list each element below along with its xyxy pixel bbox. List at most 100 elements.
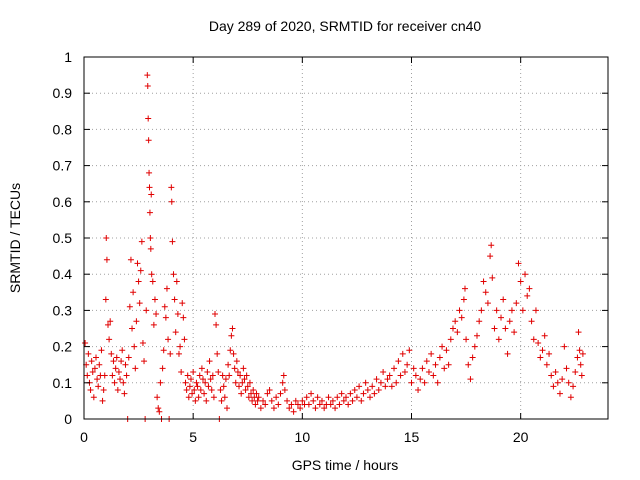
data-point bbox=[417, 376, 424, 383]
data-point bbox=[185, 394, 192, 401]
data-point bbox=[445, 361, 452, 368]
data-point bbox=[303, 394, 310, 401]
y-tick-label: 0.5 bbox=[53, 230, 73, 246]
data-point bbox=[461, 285, 468, 292]
data-point bbox=[114, 387, 121, 394]
y-tick-label: 0.7 bbox=[53, 158, 73, 174]
data-point bbox=[162, 314, 169, 321]
data-point bbox=[174, 311, 181, 318]
data-point bbox=[465, 361, 472, 368]
data-point bbox=[135, 278, 142, 285]
data-point bbox=[119, 347, 126, 354]
data-point bbox=[425, 368, 432, 375]
data-point bbox=[570, 383, 577, 390]
data-point bbox=[373, 376, 380, 383]
data-point bbox=[434, 379, 441, 386]
data-point bbox=[227, 347, 234, 354]
data-point bbox=[148, 191, 155, 198]
data-point bbox=[170, 271, 177, 278]
data-point bbox=[173, 278, 180, 285]
data-point bbox=[454, 329, 461, 336]
data-point bbox=[110, 358, 117, 365]
data-point bbox=[391, 365, 398, 372]
data-point bbox=[432, 361, 439, 368]
data-point bbox=[99, 397, 106, 404]
data-point bbox=[255, 394, 262, 401]
data-point bbox=[215, 368, 222, 375]
data-point bbox=[524, 292, 531, 299]
data-point bbox=[575, 329, 582, 336]
data-point bbox=[471, 343, 478, 350]
data-point bbox=[338, 390, 345, 397]
data-point bbox=[264, 390, 271, 397]
data-point bbox=[244, 383, 251, 390]
data-point bbox=[297, 405, 304, 412]
y-tick-label: 0.4 bbox=[53, 266, 73, 282]
data-point bbox=[106, 336, 113, 343]
data-point bbox=[202, 379, 209, 386]
data-point bbox=[191, 387, 198, 394]
data-point bbox=[336, 401, 343, 408]
data-point bbox=[412, 372, 419, 379]
data-point bbox=[219, 372, 226, 379]
data-point bbox=[130, 289, 137, 296]
data-point bbox=[290, 408, 297, 415]
data-point bbox=[576, 347, 583, 354]
data-point bbox=[305, 401, 312, 408]
data-point bbox=[567, 394, 574, 401]
data-point bbox=[198, 365, 205, 372]
data-point bbox=[482, 289, 489, 296]
data-point bbox=[550, 383, 557, 390]
data-point bbox=[96, 361, 103, 368]
data-point bbox=[146, 184, 153, 191]
data-point bbox=[308, 390, 315, 397]
data-point bbox=[175, 350, 182, 357]
data-point bbox=[360, 390, 367, 397]
data-point bbox=[474, 332, 480, 339]
data-point bbox=[196, 372, 203, 379]
data-point bbox=[122, 361, 129, 368]
data-point bbox=[243, 372, 250, 379]
data-point bbox=[179, 300, 186, 307]
data-point bbox=[332, 405, 339, 412]
data-point bbox=[275, 401, 282, 408]
data-point bbox=[292, 397, 299, 404]
data-point bbox=[526, 285, 533, 292]
data-point bbox=[93, 354, 100, 361]
data-point bbox=[233, 358, 240, 365]
data-point bbox=[118, 358, 125, 365]
data-point bbox=[183, 387, 190, 394]
data-point bbox=[277, 390, 284, 397]
data-point bbox=[203, 397, 210, 404]
data-point bbox=[393, 379, 400, 386]
data-point bbox=[84, 372, 91, 379]
data-point bbox=[351, 387, 358, 394]
data-point bbox=[515, 260, 522, 267]
data-point bbox=[250, 387, 257, 394]
data-point bbox=[325, 394, 332, 401]
data-point bbox=[294, 401, 301, 408]
data-point bbox=[406, 347, 413, 354]
data-point bbox=[131, 343, 138, 350]
data-point bbox=[369, 383, 376, 390]
data-point bbox=[430, 372, 437, 379]
data-point bbox=[136, 300, 143, 307]
data-point bbox=[210, 394, 217, 401]
data-point bbox=[201, 390, 208, 397]
x-tick-label: 10 bbox=[295, 429, 311, 445]
y-tick-label: 0.8 bbox=[53, 121, 73, 137]
data-point bbox=[240, 365, 247, 372]
data-point bbox=[367, 394, 374, 401]
data-point bbox=[321, 405, 328, 412]
data-point bbox=[546, 350, 553, 357]
data-point bbox=[522, 271, 529, 278]
data-point bbox=[410, 365, 417, 372]
data-point bbox=[498, 314, 505, 321]
data-point bbox=[220, 383, 227, 390]
data-point bbox=[229, 325, 236, 332]
data-point bbox=[165, 336, 172, 343]
data-point bbox=[386, 372, 393, 379]
data-point bbox=[316, 401, 323, 408]
